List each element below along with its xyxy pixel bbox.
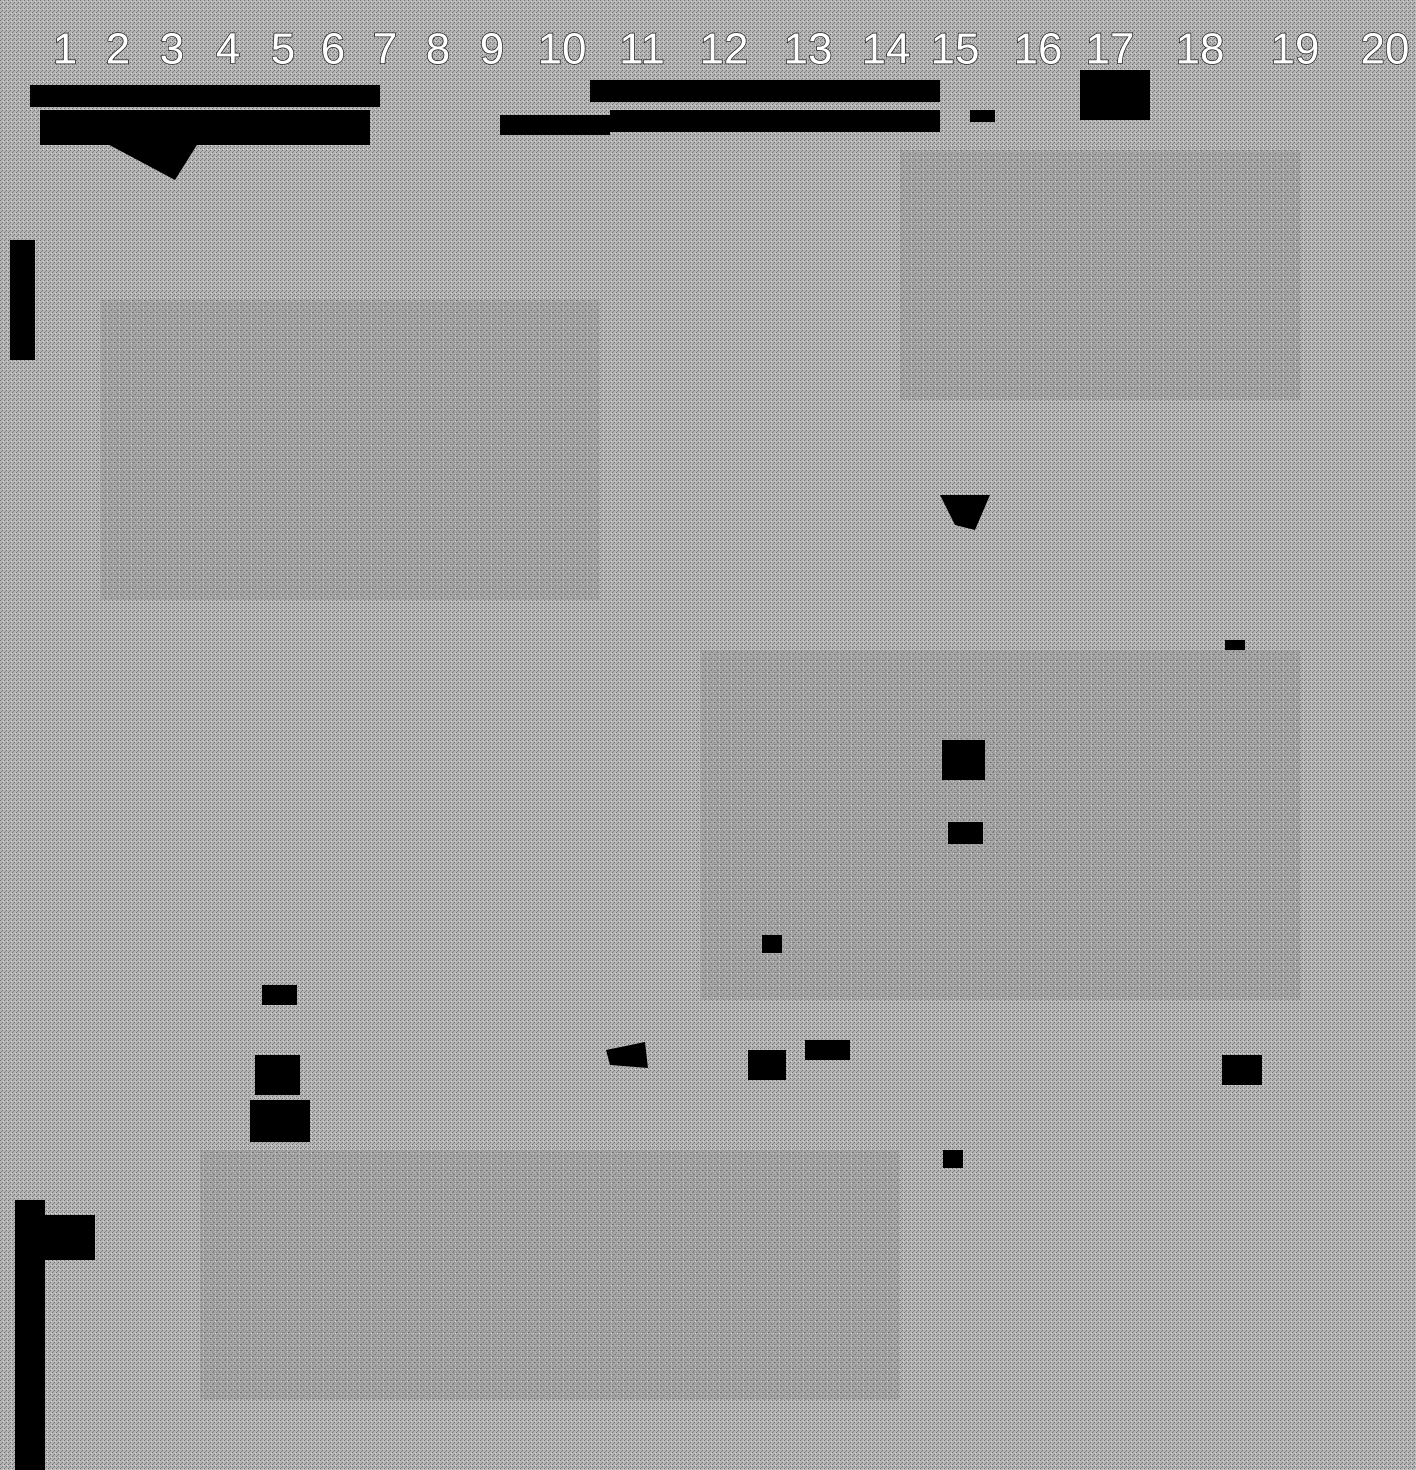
- lane-label: 5: [271, 25, 295, 74]
- lane-label: 1: [53, 25, 77, 74]
- lane-label: 20: [1361, 25, 1410, 74]
- lane-label: 13: [784, 25, 833, 74]
- lane-label: 17: [1086, 25, 1135, 74]
- lane-label: 19: [1271, 25, 1320, 74]
- lane-label: 7: [373, 25, 397, 74]
- lane-label: 12: [700, 25, 749, 74]
- lane-label: 8: [426, 25, 450, 74]
- lane-label: 2: [106, 25, 130, 74]
- gel-image: 1234567891011121314151617181920: [0, 0, 1416, 1470]
- lane-label: 6: [321, 25, 345, 74]
- lane-label: 18: [1176, 25, 1225, 74]
- lane-label: 14: [862, 25, 911, 74]
- lane-label: 4: [216, 25, 240, 74]
- lane-label: 9: [480, 25, 504, 74]
- lane-label: 10: [538, 25, 587, 74]
- lane-label: 15: [931, 25, 980, 74]
- lane-label: 3: [160, 25, 184, 74]
- lane-label: 11: [619, 25, 665, 74]
- page: 1234567891011121314151617181920 (() => {…: [0, 0, 1416, 1470]
- lane-label: 16: [1014, 25, 1063, 74]
